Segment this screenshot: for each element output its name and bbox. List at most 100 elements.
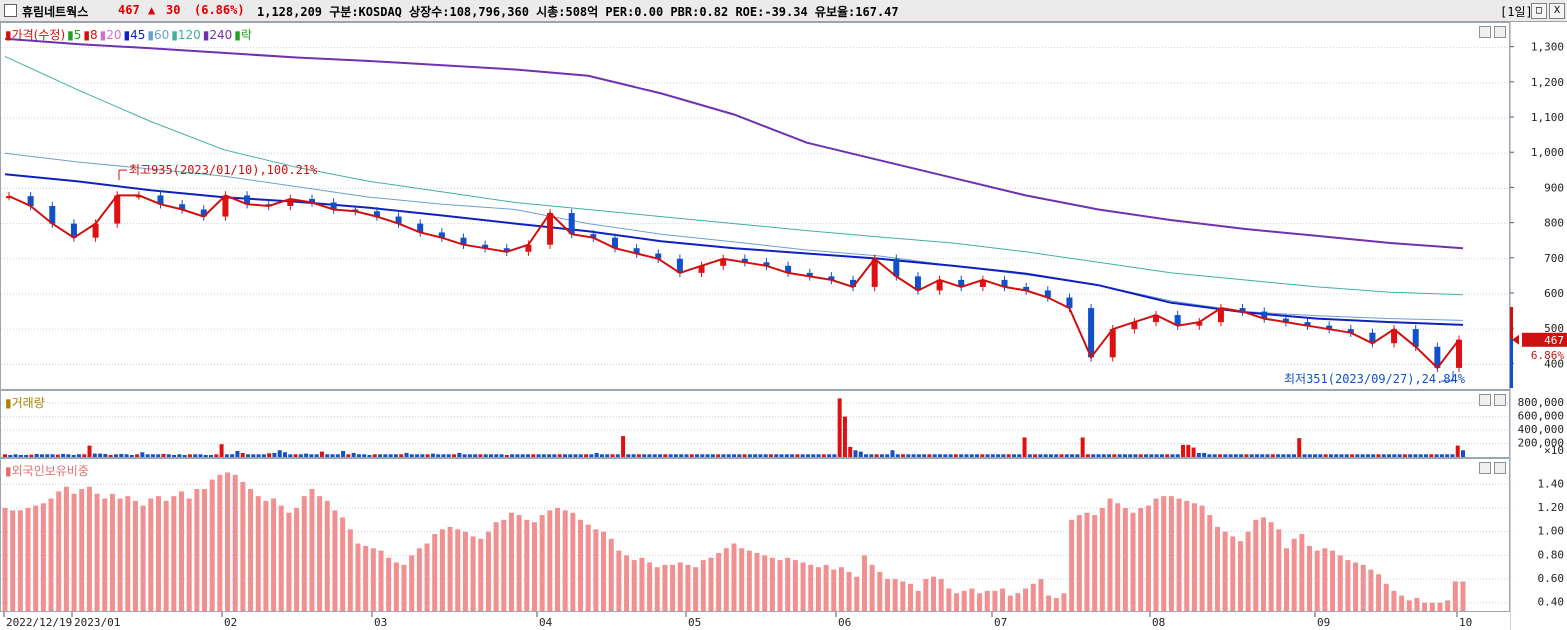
volume-bar: [1429, 454, 1434, 457]
foreign-bar: [746, 550, 752, 611]
volume-bar: [1186, 444, 1191, 457]
volume-bar: [1439, 454, 1444, 457]
x-tick-label: 05: [688, 616, 701, 629]
volume-bar: [351, 452, 356, 457]
pane-minimize-button[interactable]: [1479, 26, 1491, 38]
foreign-bar: [1115, 503, 1121, 611]
up-arrow-icon: ▲: [148, 3, 156, 17]
foreign-bar: [792, 560, 798, 611]
volume-bar: [177, 454, 182, 457]
volume-bar: [1260, 454, 1265, 457]
x-tick-label: 2022/12/19: [6, 616, 72, 629]
foreign-bar: [846, 571, 852, 611]
foreign-bar: [10, 510, 16, 611]
date-axis: 2022/12/19 2023/01 02 03 04 05 06 07 08 09 10: [3, 612, 1472, 629]
foreign-bar: [931, 576, 937, 611]
candle-body: [590, 234, 597, 238]
period-selector[interactable]: [1일]: [1500, 5, 1533, 19]
foreign-bar: [616, 550, 622, 611]
volume-bar: [182, 454, 187, 457]
foreign-bar: [1376, 574, 1382, 611]
pane-minimize-button[interactable]: [1479, 462, 1491, 474]
candle-body: [1369, 332, 1376, 344]
foreign-bar: [785, 557, 791, 611]
foreign-bar: [56, 491, 62, 611]
foreign-bar: [800, 562, 806, 611]
select-checkbox[interactable]: [4, 4, 17, 17]
volume-bar: [811, 454, 816, 457]
price-pane[interactable]: 최고935(2023/01/10),100.21% 최저351(2023/09/2…: [0, 22, 1510, 390]
volume-bar: [1085, 454, 1090, 457]
candle-body: [914, 276, 921, 291]
volume-bar: [135, 454, 140, 457]
foreign-bar: [225, 472, 231, 611]
close-button[interactable]: X: [1549, 3, 1565, 19]
volume-bar: [71, 454, 76, 457]
y-tick-label: 0.60: [1538, 572, 1565, 585]
pane-close-button[interactable]: [1494, 26, 1506, 38]
volume-bar: [246, 454, 250, 457]
foreign-bar: [271, 498, 277, 611]
foreign-bar: [202, 489, 208, 611]
foreign-bar: [71, 493, 77, 611]
foreign-bar: [808, 564, 814, 611]
volume-bar: [700, 454, 705, 457]
foreign-bar: [1107, 498, 1113, 611]
volume-bar: [1365, 454, 1370, 457]
volume-bar: [837, 398, 842, 457]
foreign-bar: [693, 567, 699, 611]
candle-body: [806, 272, 813, 277]
candle-body: [698, 265, 705, 273]
pane-close-button[interactable]: [1494, 394, 1506, 406]
candle-body: [482, 244, 489, 249]
foreign-bar: [1184, 500, 1190, 611]
foreign-bar: [1337, 555, 1343, 611]
maximize-button[interactable]: □: [1531, 3, 1547, 19]
x-tick-label: 10: [1459, 616, 1472, 629]
candle-body: [611, 237, 618, 249]
foreign-bar: [324, 500, 330, 611]
foreign-bar: [1122, 507, 1128, 611]
volume-bar: [39, 454, 44, 457]
candle-body: [871, 258, 878, 287]
pane-close-button[interactable]: [1494, 462, 1506, 474]
candle-body: [1001, 279, 1008, 287]
volume-bar: [1122, 454, 1127, 457]
volume-bar: [1424, 454, 1429, 457]
volume-bar: [1154, 454, 1159, 457]
foreign-bar: [539, 515, 545, 611]
volume-pane[interactable]: ▮거래량: [0, 390, 1510, 458]
volume-bar: [520, 454, 525, 457]
volume-bar: [108, 454, 113, 457]
foreign-pane[interactable]: ▮외국인보유비중: [0, 458, 1510, 612]
foreign-bar: [1084, 512, 1090, 611]
volume-bar: [293, 454, 298, 457]
foreign-bar: [585, 524, 591, 611]
pane-minimize-button[interactable]: [1479, 394, 1491, 406]
foreign-bar: [531, 522, 537, 611]
foreign-bar: [1030, 583, 1036, 611]
volume-bar: [61, 453, 66, 457]
y-tick-label: 0.40: [1538, 596, 1565, 609]
volume-bar: [552, 454, 557, 457]
foreign-bar: [984, 590, 990, 611]
volume-bar: [1328, 454, 1333, 457]
foreign-bar: [700, 560, 706, 611]
legend-item: ▮60: [147, 28, 170, 42]
candle-body: [1412, 329, 1419, 347]
volume-bar: [156, 454, 161, 457]
volume-bar: [425, 454, 430, 457]
range-indicator: [1510, 307, 1513, 388]
candle-body: [417, 223, 424, 233]
foreign-bar: [1207, 515, 1213, 611]
last-price-label: 467: [1544, 334, 1564, 347]
volume-bar: [267, 453, 272, 457]
volume-bar: [636, 454, 641, 457]
foreign-bar: [340, 517, 346, 611]
foreign-bar: [1099, 507, 1105, 611]
foreign-bar: [601, 531, 607, 611]
ma-line-60: [4, 152, 1464, 321]
volume-bar: [758, 454, 763, 457]
candle-body: [568, 213, 575, 235]
volume-bar: [1212, 454, 1217, 457]
